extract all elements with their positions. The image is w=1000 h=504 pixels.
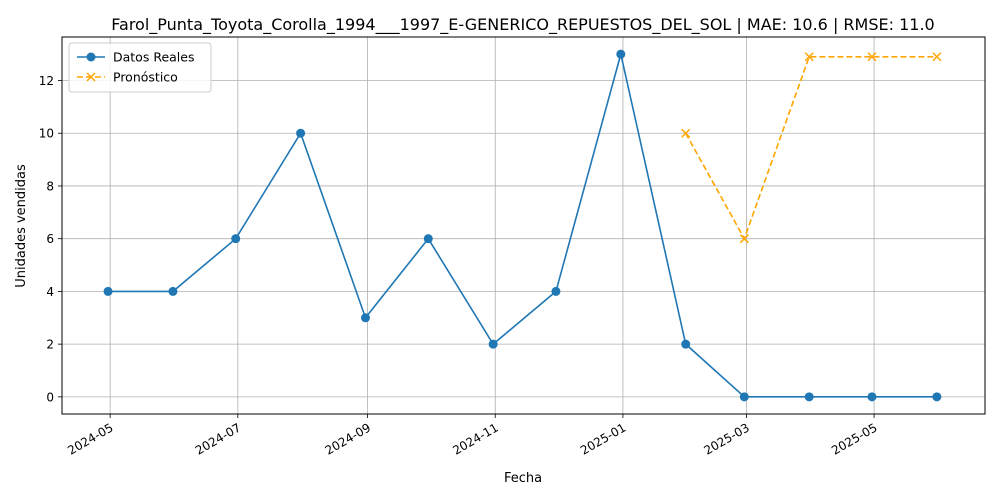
data-point	[681, 339, 691, 349]
data-point	[551, 286, 561, 296]
series-layer	[103, 49, 942, 402]
data-point	[867, 392, 877, 402]
y-tick-label: 2	[46, 338, 54, 352]
legend-label: Pronóstico	[113, 70, 178, 85]
x-tick-label: 2024-05	[65, 420, 115, 457]
data-point	[804, 392, 814, 402]
series-line-0	[108, 53, 937, 398]
data-point	[681, 128, 691, 138]
legend-label: Datos Reales	[113, 50, 194, 65]
grid-layer	[62, 37, 985, 414]
series-line-1	[685, 55, 937, 241]
y-tick-label: 6	[46, 232, 54, 246]
legend-marker	[86, 72, 96, 82]
y-tick-label: 10	[39, 127, 54, 141]
legend-box	[68, 42, 212, 93]
x-tick-label: 2024-11	[450, 420, 500, 457]
data-point	[932, 392, 942, 402]
chart-legend: Datos Reales Pronóstico	[68, 42, 212, 93]
data-point	[739, 392, 749, 402]
data-point	[231, 234, 241, 244]
data-point	[423, 234, 433, 244]
legend-marker	[86, 52, 96, 62]
data-point	[488, 339, 498, 349]
data-point	[103, 286, 113, 296]
data-point	[867, 52, 877, 62]
x-axis-label: Fecha	[504, 471, 542, 486]
x-tick-label: 2024-09	[323, 420, 373, 457]
x-tick-label: 2024-07	[193, 420, 243, 457]
data-point	[616, 49, 626, 59]
y-tick-label: 4	[46, 285, 54, 299]
data-point	[932, 52, 942, 62]
x-tick-label: 2025-01	[578, 420, 628, 457]
y-tick-label: 0	[46, 390, 54, 404]
y-tick-label: 12	[39, 74, 54, 88]
y-tick-label: 8	[46, 179, 54, 193]
plot-frame	[61, 36, 986, 415]
data-point	[804, 52, 814, 62]
data-point	[168, 286, 178, 296]
data-point	[739, 234, 749, 244]
data-point	[296, 128, 306, 138]
x-tick-label: 2025-03	[701, 420, 751, 457]
tick-layer: 0 2 4 6 8 10 12 2024-05 2024-07 2024-09 2024-11 202…	[39, 74, 880, 458]
chart-title: Farol_Punta_Toyota_Corolla_1994___1997_E…	[111, 15, 934, 35]
x-tick-label: 2025-05	[829, 420, 879, 457]
y-axis-label: Unidades vendidas	[14, 164, 29, 288]
data-point	[360, 313, 370, 323]
